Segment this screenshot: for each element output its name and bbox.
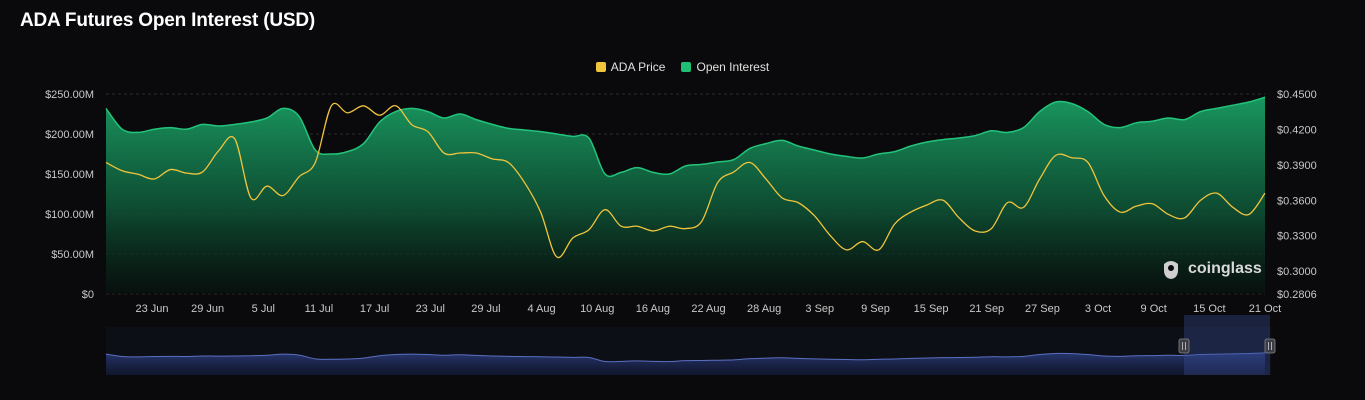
- x-tick-label: 17 Jul: [360, 303, 389, 315]
- x-tick-label: 9 Sep: [861, 303, 890, 315]
- open-interest-area: [105, 96, 1266, 294]
- x-tick-label: 29 Jul: [471, 303, 500, 315]
- navigator-left-handle[interactable]: [1178, 338, 1190, 354]
- x-tick-label: 4 Aug: [527, 303, 555, 315]
- navigator-area: [106, 352, 1265, 375]
- left-tick-label: $100.00M: [45, 209, 94, 221]
- coinglass-logo-text: coinglass: [1188, 260, 1262, 277]
- x-tick-label: 15 Sep: [914, 303, 949, 315]
- x-tick-label: 28 Aug: [747, 303, 781, 315]
- coinglass-logo-icon: [1164, 261, 1178, 279]
- legend-item-open-interest[interactable]: Open Interest: [681, 60, 769, 74]
- right-tick-label: $0.4500: [1277, 89, 1317, 101]
- x-tick-label: 22 Aug: [691, 303, 725, 315]
- x-tick-label: 3 Oct: [1085, 303, 1111, 315]
- x-tick-label: 5 Jul: [252, 303, 275, 315]
- x-tick-label: 11 Jul: [305, 303, 334, 315]
- x-tick-label: 3 Sep: [805, 303, 834, 315]
- right-tick-label: $0.3300: [1277, 231, 1317, 243]
- x-tick-label: 16 Aug: [636, 303, 670, 315]
- legend-item-ada-price[interactable]: ADA Price: [595, 60, 666, 74]
- coinglass-logo: coinglass: [1160, 258, 1262, 280]
- right-tick-label: $0.3900: [1277, 160, 1317, 172]
- open-interest-line: [105, 96, 1266, 178]
- right-tick-label: $0.4200: [1277, 124, 1317, 136]
- legend-swatch-open-interest: [681, 62, 692, 72]
- range-navigator[interactable]: [105, 315, 1276, 375]
- x-tick-label: 10 Aug: [580, 303, 614, 315]
- left-tick-label: $200.00M: [45, 129, 94, 141]
- chart-title: ADA Futures Open Interest (USD): [20, 10, 316, 31]
- x-tick-label: 23 Jul: [416, 303, 445, 315]
- left-tick-label: $250.00M: [45, 89, 94, 101]
- legend-label-ada-price: ADA Price: [610, 60, 666, 74]
- chart-legend: ADA Price Open Interest: [0, 60, 1365, 74]
- x-tick-label: 21 Sep: [969, 303, 1004, 315]
- right-tick-label: $0.3600: [1277, 195, 1317, 207]
- left-y-axis: $0 $50.00M $100.00M $150.00M $200.00M $250.00…: [45, 89, 94, 301]
- navigator-line: [105, 352, 1266, 363]
- left-tick-label: $150.00M: [45, 169, 94, 181]
- x-tick-label: 29 Jun: [191, 303, 224, 315]
- navigator-selection[interactable]: [1184, 315, 1270, 375]
- legend-label-open-interest: Open Interest: [696, 60, 770, 74]
- x-tick-label: 9 Oct: [1141, 303, 1167, 315]
- ada-price-path: [105, 102, 1266, 259]
- x-tick-label: 15 Oct: [1193, 303, 1225, 315]
- left-tick-label: $0: [82, 289, 94, 301]
- ada-price-line: [105, 102, 1266, 259]
- x-tick-label: 23 Jun: [135, 303, 168, 315]
- right-y-axis: $0.2806 $0.3000 $0.3300 $0.3600 $0.3900 $0.42…: [1277, 89, 1317, 301]
- left-tick-label: $50.00M: [51, 249, 94, 261]
- open-interest-area-fill: [106, 97, 1265, 294]
- navigator-right-handle[interactable]: [1264, 338, 1276, 354]
- legend-swatch-ada-price: [595, 62, 606, 72]
- x-tick-label: 21 Oct: [1249, 303, 1281, 315]
- right-tick-label: $0.3000: [1277, 266, 1317, 278]
- x-tick-label: 27 Sep: [1025, 303, 1060, 315]
- x-axis: 23 Jun 29 Jun 5 Jul 11 Jul 17 Jul 23 Jul 29 Ju…: [135, 303, 1281, 315]
- right-tick-label: $0.2806: [1277, 289, 1317, 301]
